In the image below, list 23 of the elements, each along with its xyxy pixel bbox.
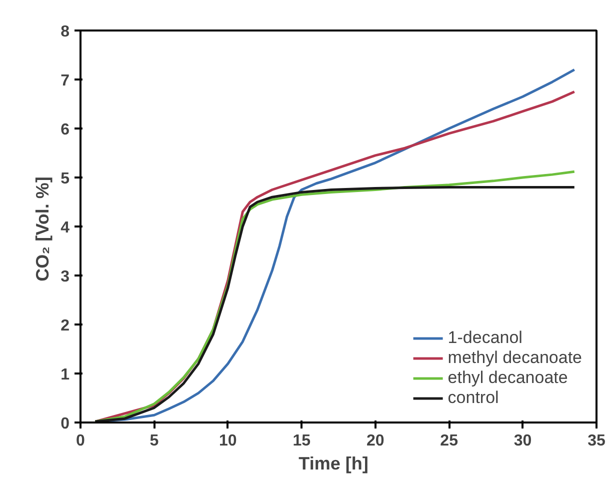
y-tick-label: 4 (60, 220, 70, 236)
y-tick-label: 1 (60, 366, 70, 384)
x-tick-label: 5 (150, 432, 159, 450)
y-tick-label: 0 (60, 416, 70, 432)
x-tick-label: 35 (588, 432, 606, 450)
x-tick-label: 20 (366, 432, 384, 450)
x-tick-label: 10 (219, 432, 237, 450)
y-axis-title: CO₂ [Vol. %] (32, 176, 53, 282)
x-tick-label: 0 (76, 432, 86, 450)
legend-label: ethyl decanoate (448, 368, 568, 388)
y-tick-label: 2 (60, 318, 70, 334)
x-tick-label: 15 (292, 432, 311, 450)
y-tick-label: 6 (60, 122, 70, 138)
y-tick-label: 3 (60, 268, 70, 286)
x-axis-title: Time [h] (298, 454, 368, 474)
y-tick-label: 5 (60, 170, 70, 188)
y-tick-label: 7 (60, 72, 70, 90)
legend-label: 1-decanol (448, 328, 522, 348)
legend-label: control (448, 388, 499, 408)
y-tick-label: 8 (60, 24, 70, 40)
x-tick-label: 30 (514, 432, 532, 450)
legend-label: methyl decanoate (448, 348, 582, 368)
x-tick-label: 25 (440, 432, 458, 450)
